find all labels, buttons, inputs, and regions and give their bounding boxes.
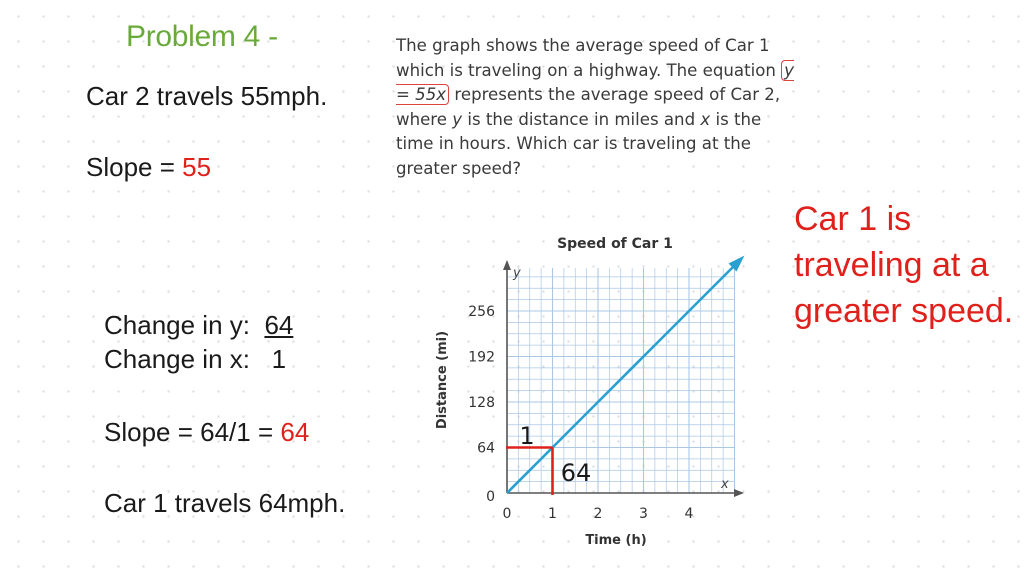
problem-text-1: The graph shows the average speed of Car… [396, 36, 782, 80]
change-y-label: Change in y: [104, 310, 250, 340]
problem-text-3: is the distance in miles and [462, 109, 701, 129]
problem-statement: The graph shows the average speed of Car… [396, 34, 796, 181]
problem-text-2: represents the average speed of Car 2, w… [396, 85, 781, 129]
y-tick-label: 0 [486, 489, 495, 505]
chart-axes [503, 260, 744, 497]
problem-text-4: is the time in hours. Which car is trave… [396, 109, 762, 178]
equation-box: y = 55x [396, 59, 794, 105]
y-tick-label: 192 [468, 350, 495, 366]
slope1-label: Slope = 64/1 = [104, 417, 281, 447]
var-y: y [452, 109, 463, 129]
y-tick-label: 128 [468, 395, 495, 411]
run-label: 1 [519, 422, 534, 450]
chart-grid [506, 268, 736, 494]
rise-label: 64 [561, 459, 592, 487]
x-axis-title: Time (h) [585, 533, 646, 548]
equation: y = 55x [396, 60, 794, 105]
series-line-arrow [728, 255, 745, 272]
x-tick-label: 0 [503, 506, 512, 522]
y-axis-arrow [503, 260, 511, 270]
x-tick-label: 1 [548, 506, 557, 522]
slope2-value: 55 [182, 152, 212, 182]
x-tick-label: 4 [685, 506, 694, 522]
series-line [506, 264, 736, 494]
change-x-value: 1 [271, 344, 287, 374]
page-title: Problem 4 - [126, 20, 278, 53]
change-y-value: 64 [264, 310, 294, 340]
conclusion-answer: Car 1 is traveling at a greater speed. [794, 200, 1014, 330]
y-axis-title: Distance (mi) [435, 331, 450, 429]
x-tick-label: 2 [594, 506, 603, 522]
slope-annotation: 1 64 [506, 422, 591, 495]
slope2-label: Slope = [86, 152, 183, 182]
car1-rate-note: Car 1 travels 64mph. [104, 488, 346, 518]
y-axis-letter: y [512, 266, 521, 281]
car2-rate-note: Car 2 travels 55mph. [86, 81, 328, 111]
chart-labels: y x 0 1 2 3 4 0 64 128 192 256 Speed of Car 1 Time (h… [435, 236, 729, 548]
car1-slope-note: Slope = 64/1 = 64 [104, 417, 309, 448]
change-y-note: Change in y: 64 [104, 310, 293, 341]
x-axis-arrow [734, 489, 744, 497]
chart-title: Speed of Car 1 [557, 236, 673, 252]
x-axis-letter: x [720, 477, 729, 492]
chart-marks [506, 255, 745, 494]
change-x-label: Change in x: [104, 344, 250, 374]
y-tick-label: 64 [477, 441, 495, 457]
x-tick-label: 3 [639, 506, 648, 522]
slope1-value: 64 [280, 417, 310, 447]
var-x: x [700, 109, 711, 129]
change-x-note: Change in x: 1 [104, 344, 286, 375]
y-tick-label: 256 [468, 304, 495, 320]
car2-slope-note: Slope = 55 [86, 152, 211, 183]
